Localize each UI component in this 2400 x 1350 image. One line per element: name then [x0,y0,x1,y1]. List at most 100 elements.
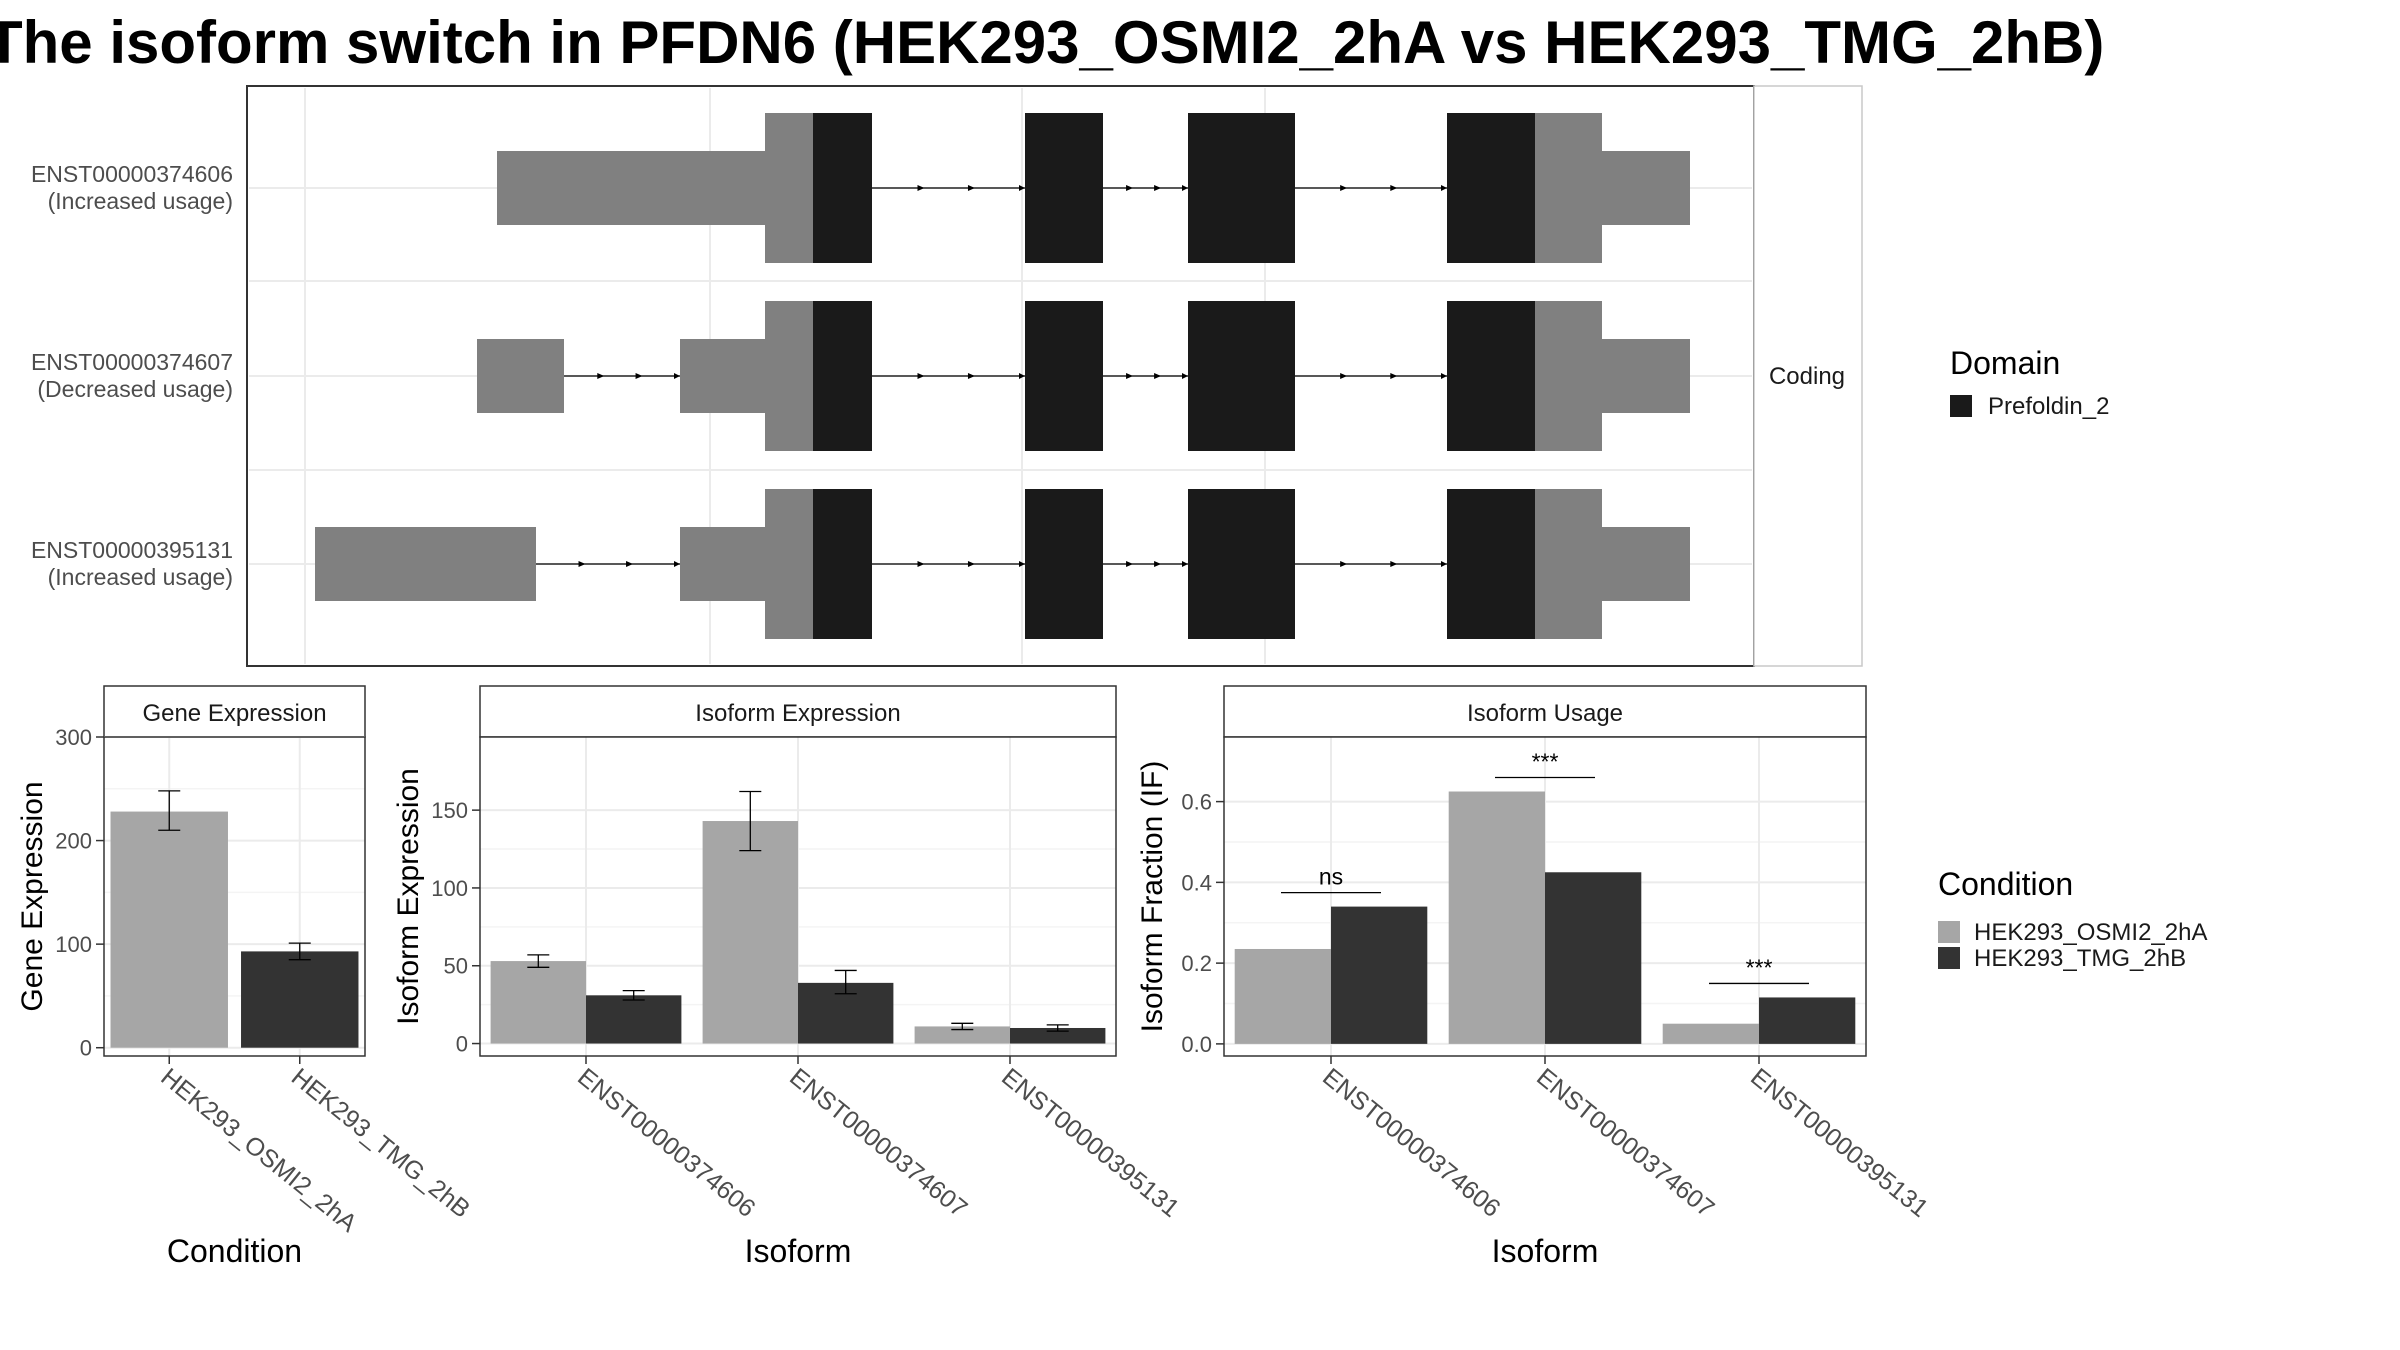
intron-arrow [674,373,680,379]
x-axis-title: Isoform [745,1233,852,1269]
transcript-id: ENST00000374606 [31,161,233,187]
domain-legend-key [1950,395,1972,417]
utr-exon [765,113,813,263]
bar-ENST00000374606-HEK293_OSMI2_2hA [490,961,586,1044]
plot-title: The isoform switch in PFDN6 (HEK293_OSMI… [0,9,2105,76]
intron-arrow [1441,373,1447,379]
intron-arrow [917,561,925,567]
bar-ENST00000374606-HEK293_TMG_2hB [586,995,682,1044]
bar-ENST00000395131-HEK293_TMG_2hB [1010,1027,1106,1044]
intron-arrow [635,373,643,379]
transcript-status: (Increased usage) [48,564,233,590]
y-tick-label: 100 [55,932,92,957]
domain-exon [813,301,872,451]
utr-exon [765,489,813,639]
x-tick-label: ENST00000374607 [1531,1063,1719,1223]
domain-legend-label: Prefoldin_2 [1988,393,2109,420]
utr-exon [680,527,770,601]
bar-ENST00000374607-HEK293_OSMI2_2hA [702,821,798,1044]
utr-exon [1535,113,1602,263]
y-tick-label: 0.0 [1181,1032,1212,1057]
domain-exon [1025,489,1103,639]
y-tick-label: 0.2 [1181,951,1212,976]
domain-exon [1447,301,1535,451]
x-axis-title: Isoform [1492,1233,1599,1269]
intron-arrow [1390,373,1398,379]
intron-arrow [1126,561,1134,567]
intron-arrow [1019,373,1025,379]
domain-exon [1447,113,1535,263]
intron-arrow [674,561,680,567]
utr-exon [1602,527,1690,601]
y-axis-title: Isoform Fraction (IF) [1136,761,1169,1033]
domain-exon [1025,301,1103,451]
intron-arrow [1441,185,1447,191]
facet-label: Coding [1769,363,1845,390]
bar-HEK293_TMG_2hB [241,951,359,1048]
intron-arrow [917,185,925,191]
intron-arrow [1441,561,1447,567]
strip-label: Isoform Expression [695,700,900,727]
y-tick-label: 50 [444,954,468,979]
intron-arrow [1390,561,1398,567]
y-tick-label: 0.6 [1181,790,1212,815]
intron-arrow [1182,373,1188,379]
utr-exon [315,527,536,601]
intron-arrow [597,373,605,379]
intron-arrow [1126,185,1134,191]
y-tick-label: 0 [456,1032,468,1057]
y-tick-label: 100 [431,876,468,901]
y-tick-label: 150 [431,798,468,823]
intron-arrow [967,373,975,379]
strip-label: Gene Expression [142,700,326,727]
transcript-id: ENST00000395131 [31,537,233,563]
intron-arrow [1154,561,1162,567]
intron-arrow [1182,185,1188,191]
transcript-status: (Increased usage) [48,188,233,214]
panel-border [103,736,366,1057]
intron-arrow [917,373,925,379]
panel-strip [1223,685,1867,738]
utr-exon [477,339,564,413]
significance-label: ns [1319,864,1343,890]
intron-arrow [1126,373,1134,379]
x-tick-label: ENST00000374607 [784,1063,972,1223]
domain-exon [1188,113,1295,263]
intron-arrow [1340,185,1348,191]
utr-exon [1602,151,1690,225]
condition-legend-label: HEK293_OSMI2_2hA [1974,919,2207,946]
bar-ENST00000374607-HEK293_TMG_2hB [1545,872,1642,1044]
y-axis-title: Isoform Expression [392,768,425,1025]
utr-exon [765,301,813,451]
intron-arrow [578,561,586,567]
bar-ENST00000395131-HEK293_OSMI2_2hA [1662,1023,1759,1044]
x-tick-label: ENST00000395131 [1745,1063,1933,1223]
transcript-id: ENST00000374607 [31,349,233,375]
utr-exon [1535,489,1602,639]
y-tick-label: 0 [80,1036,92,1061]
bar-ENST00000395131-HEK293_TMG_2hB [1759,997,1856,1044]
structure-facet-strip [1753,85,1863,667]
intron-arrow [1182,561,1188,567]
x-tick-label: ENST00000395131 [996,1063,1184,1223]
y-tick-label: 300 [55,725,92,750]
domain-exon [1188,301,1295,451]
x-tick-label: ENST00000374606 [572,1063,760,1223]
utr-exon [680,339,770,413]
bar-ENST00000395131-HEK293_OSMI2_2hA [914,1026,1010,1044]
intron-arrow [1019,561,1025,567]
panel-strip [103,685,366,738]
bar-ENST00000374606-HEK293_TMG_2hB [1331,906,1428,1044]
x-tick-label: ENST00000374606 [1317,1063,1505,1223]
bar-ENST00000374607-HEK293_OSMI2_2hA [1448,791,1545,1044]
condition-legend-title: Condition [1938,866,2073,902]
intron-arrow [1340,561,1348,567]
x-axis-title: Condition [167,1233,302,1269]
utr-exon [1535,301,1602,451]
intron-arrow [626,561,634,567]
intron-arrow [1154,185,1162,191]
condition-legend-key [1938,921,1960,943]
y-axis-title: Gene Expression [16,781,49,1011]
intron-arrow [967,561,975,567]
